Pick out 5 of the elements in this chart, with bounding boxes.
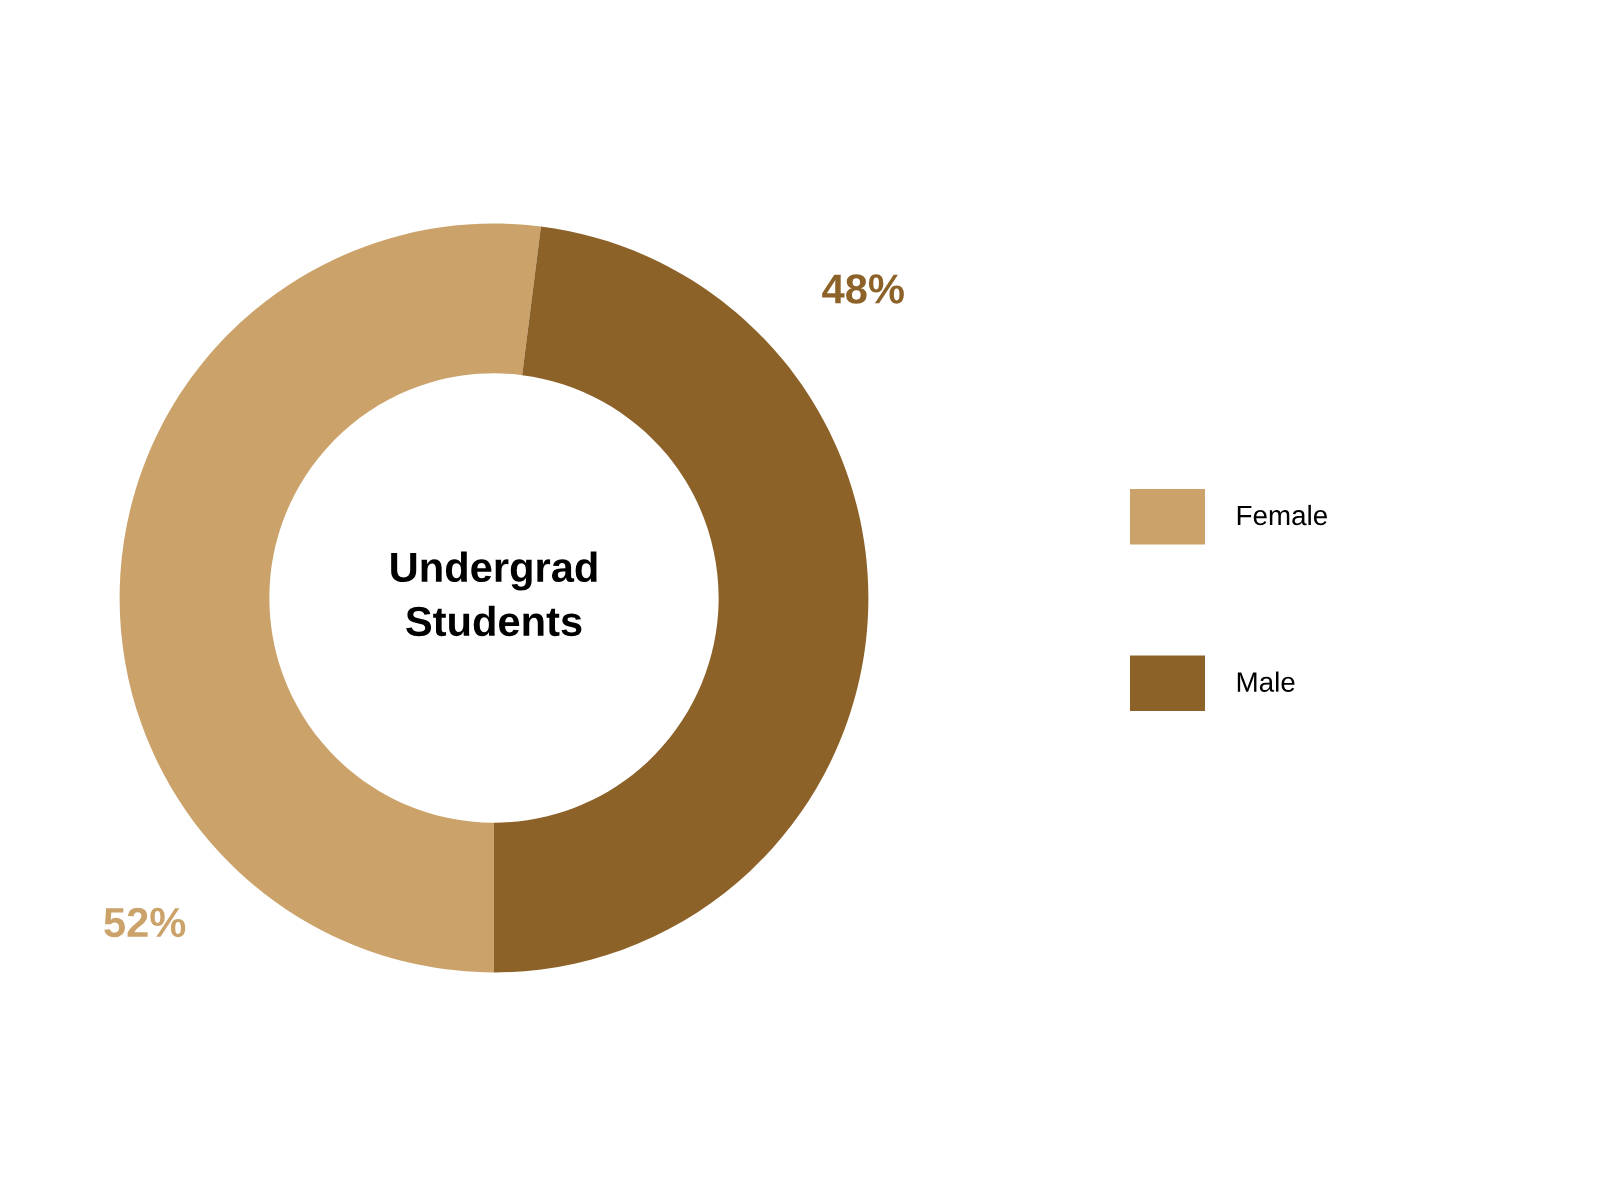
legend-label: Male [1237, 671, 1295, 692]
text: Undergrad Students [391, 551, 597, 637]
data-label: 52% [104, 907, 186, 938]
legend-label: Female [1237, 504, 1327, 526]
data-label: 48% [822, 274, 904, 304]
